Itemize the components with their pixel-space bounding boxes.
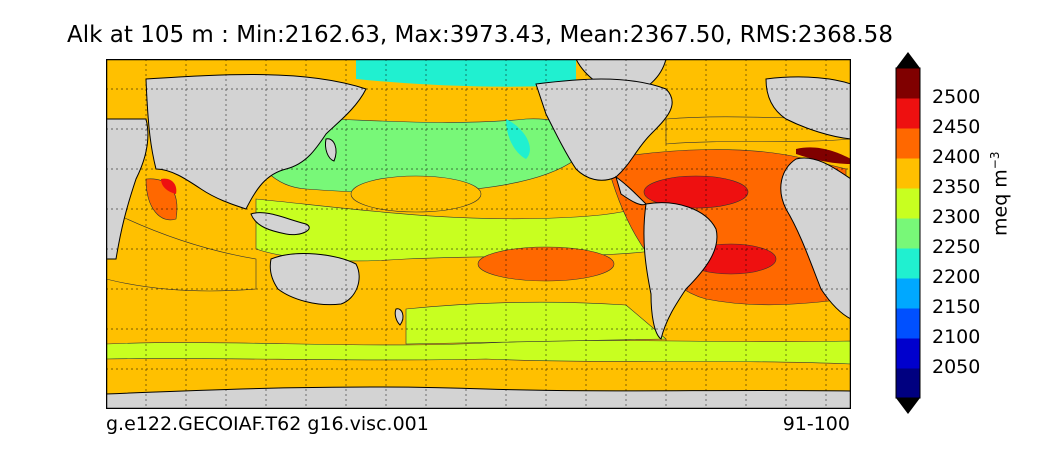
colorbar-swatch — [896, 218, 920, 249]
plot-title: Alk at 105 m : Min:2162.63, Max:3973.43,… — [67, 22, 893, 48]
colorbar-swatch — [896, 308, 920, 339]
colorbar — [888, 50, 928, 416]
colorbar-tick-label: 2300 — [932, 206, 981, 228]
colorbar-tick-label: 2450 — [932, 116, 981, 138]
colorbar-tick-label: 2050 — [932, 356, 981, 378]
colorbar-swatch — [896, 338, 920, 369]
maritime-continent-land — [250, 212, 310, 236]
colorbar-swatch — [896, 248, 920, 279]
colorbar-frame — [895, 67, 921, 399]
north-pacific-orange-pool — [350, 175, 482, 213]
colorbar-tick-label: 2400 — [932, 146, 981, 168]
map-gridlines — [106, 59, 851, 409]
south-pacific-green — [405, 301, 667, 345]
colorbar-swatch — [896, 128, 920, 159]
new-zealand-land — [394, 308, 404, 326]
year-range-label: 91-100 — [782, 413, 850, 435]
map-frame — [106, 59, 851, 409]
colorbar-tick-label: 2250 — [932, 236, 981, 258]
africa-east-land — [780, 157, 851, 320]
north-atlantic-red-core — [643, 175, 749, 209]
colorbar-units-label: meq m−3 — [988, 151, 1012, 236]
colorbar-tick-label: 2200 — [932, 266, 981, 288]
colorbar-tick-label: 2350 — [932, 176, 981, 198]
colorbar-swatch — [896, 158, 920, 189]
japan-land — [325, 138, 337, 162]
colorbar-tick-label: 2150 — [932, 296, 981, 318]
colorbar-swatch — [896, 278, 920, 309]
north-america-land — [535, 78, 673, 181]
red-sea-red — [161, 178, 177, 194]
ocean-map — [106, 59, 851, 409]
run-id-label: g.e122.GECOIAF.T62 g16.visc.001 — [106, 413, 429, 435]
colorbar-swatch — [896, 188, 920, 219]
australia-land — [269, 253, 360, 306]
colorbar-max-arrow — [896, 52, 920, 68]
mediterranean-maroon — [796, 147, 851, 164]
land-masses — [106, 59, 851, 409]
colorbar-swatch — [896, 368, 920, 399]
europe-land — [765, 76, 851, 140]
southern-green-band — [106, 340, 851, 365]
colorbar-min-arrow — [896, 398, 920, 414]
colorbar-tick-label: 2100 — [932, 326, 981, 348]
south-america-land — [643, 202, 718, 340]
colorbar-swatch — [896, 98, 920, 129]
arctic-cyan — [356, 59, 576, 87]
colorbar-swatch — [896, 68, 920, 99]
antarctica-land — [106, 386, 851, 409]
colorbar-tick-label: 2500 — [932, 86, 981, 108]
